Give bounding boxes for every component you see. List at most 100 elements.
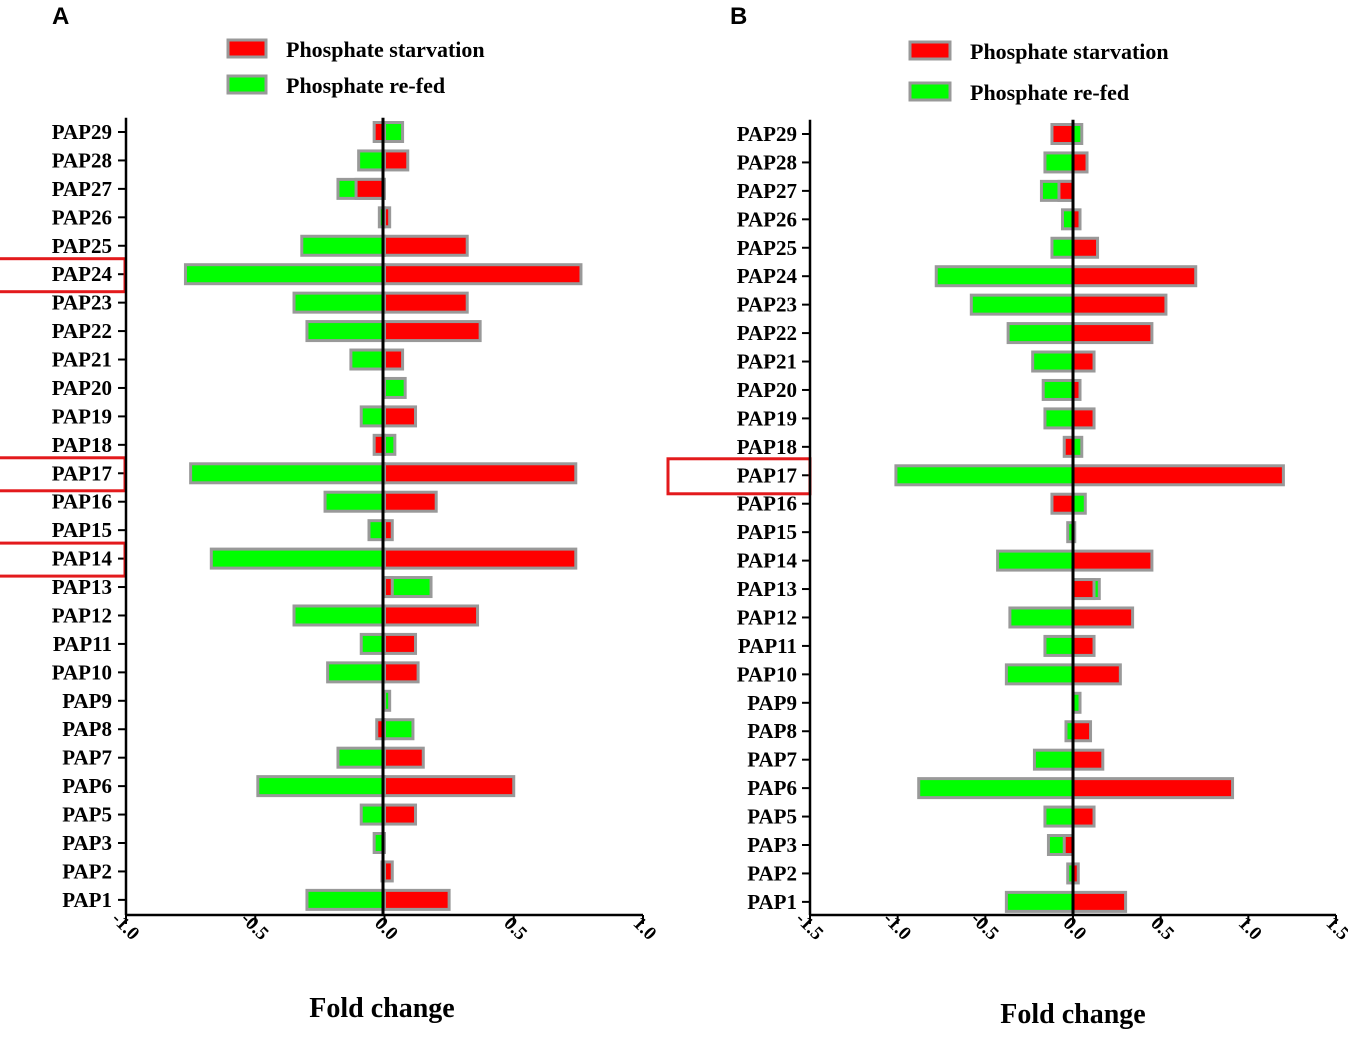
category-label-pap2: PAP2	[747, 861, 797, 885]
category-label-pap22: PAP22	[737, 321, 797, 345]
bar-refed-pap7	[336, 746, 386, 769]
legend-label-starvation: Phosphate starvation	[970, 39, 1169, 64]
category-label-pap22: PAP22	[52, 319, 112, 343]
bar-refed-pap28	[1043, 151, 1075, 174]
bar-starvation-pap1	[383, 888, 451, 911]
category-label-pap27: PAP27	[737, 179, 797, 203]
category-label-pap7: PAP7	[747, 748, 797, 772]
bar-starvation-pap16	[383, 490, 438, 513]
category-label-pap14: PAP14	[52, 547, 113, 571]
category-label-pap6: PAP6	[747, 776, 797, 800]
category-label-pap20: PAP20	[737, 378, 797, 402]
legend-swatch-starvation	[908, 40, 952, 61]
category-label-pap15: PAP15	[52, 518, 112, 542]
category-label-pap14: PAP14	[737, 549, 798, 573]
bar-refed-pap20	[1041, 378, 1075, 401]
category-label-pap10: PAP10	[52, 660, 112, 684]
bar-starvation-pap5	[383, 803, 418, 826]
bar-refed-pap7	[1032, 748, 1075, 771]
bar-refed-pap19	[1043, 407, 1075, 430]
category-label-pap5: PAP5	[747, 805, 797, 829]
category-label-pap21: PAP21	[737, 350, 797, 374]
category-label-pap21: PAP21	[52, 348, 112, 372]
bar-starvation-pap27	[1057, 179, 1075, 202]
legend: Phosphate starvation Phosphate re-fed	[908, 39, 1169, 105]
bar-refed-pap6	[256, 775, 386, 798]
chart-panel-a: A Phosphate starvation Phosphate re-fed …	[0, 3, 660, 1024]
bar-refed-pap9	[383, 689, 392, 712]
bar-starvation-pap16	[1050, 492, 1075, 515]
x-tick-label: 0.5	[499, 913, 531, 945]
category-label-pap29: PAP29	[52, 120, 112, 144]
panel-letter: A	[52, 3, 69, 30]
x-axis-title: Fold change	[309, 993, 454, 1024]
category-label-pap5: PAP5	[62, 803, 112, 827]
bar-starvation-pap23	[383, 291, 469, 314]
category-label-pap24: PAP24	[52, 262, 113, 286]
category-label-pap17: PAP17	[737, 463, 797, 487]
category-label-pap19: PAP19	[737, 406, 797, 430]
bar-refed-pap10	[326, 661, 387, 684]
category-label-pap3: PAP3	[747, 833, 797, 857]
bar-starvation-pap14	[1071, 549, 1154, 572]
category-label-pap28: PAP28	[737, 150, 797, 174]
category-label-pap26: PAP26	[52, 205, 112, 229]
category-label-pap25: PAP25	[737, 236, 797, 260]
bar-starvation-pap11	[383, 632, 418, 655]
bar-starvation-pap14	[383, 547, 578, 570]
legend-swatch-refed	[908, 81, 952, 102]
bar-starvation-pap25	[383, 234, 469, 257]
chart-panel-b: B Phosphate starvation Phosphate re-fed …	[666, 3, 1348, 1030]
bar-refed-pap22	[1006, 322, 1075, 345]
bar-starvation-pap11	[1071, 634, 1096, 657]
bar-refed-pap24	[934, 265, 1075, 288]
bar-starvation-pap10	[1071, 663, 1122, 686]
bar-refed-pap22	[305, 320, 387, 343]
bar-starvation-pap5	[1071, 805, 1096, 828]
bar-refed-pap21	[1031, 350, 1075, 373]
bar-refed-pap29	[383, 121, 405, 143]
category-label-pap20: PAP20	[52, 376, 112, 400]
bar-refed-pap25	[300, 234, 386, 257]
bar-starvation-pap1	[1071, 890, 1128, 913]
bar-refed-pap1	[1004, 890, 1075, 913]
category-label-pap10: PAP10	[737, 662, 797, 686]
bar-refed-pap14	[209, 547, 386, 570]
category-label-pap18: PAP18	[52, 433, 112, 457]
category-label-pap16: PAP16	[52, 490, 112, 514]
legend-swatch-refed	[226, 74, 268, 95]
bar-refed-pap26	[1060, 208, 1075, 231]
bar-refed-pap17	[894, 464, 1075, 487]
bar-refed-pap5	[1043, 805, 1075, 828]
bar-starvation-pap22	[1071, 322, 1154, 345]
bar-refed-pap20	[383, 376, 407, 399]
bar-refed-pap6	[917, 777, 1075, 800]
category-label-pap26: PAP26	[737, 207, 797, 231]
bar-starvation-pap6	[383, 775, 516, 798]
category-label-pap17: PAP17	[52, 461, 112, 485]
bar-starvation-pap19	[1071, 407, 1096, 430]
panel-letter: B	[730, 3, 747, 30]
legend-label-starvation: Phosphate starvation	[286, 37, 485, 62]
bar-starvation-pap27	[354, 177, 387, 200]
category-label-pap15: PAP15	[737, 520, 797, 544]
bar-refed-pap11	[359, 632, 386, 655]
category-label-pap9: PAP9	[747, 691, 797, 715]
category-label-pap11: PAP11	[53, 632, 112, 656]
bar-starvation-pap29	[1050, 123, 1075, 145]
category-label-pap1: PAP1	[62, 888, 112, 912]
bar-refed-pap10	[1004, 663, 1075, 686]
bar-starvation-pap24	[383, 263, 583, 286]
bar-starvation-pap22	[383, 320, 482, 343]
bar-refed-pap25	[1050, 236, 1075, 259]
category-label-pap13: PAP13	[52, 575, 112, 599]
category-label-pap12: PAP12	[52, 603, 112, 627]
bar-refed-pap8	[383, 718, 415, 741]
bar-starvation-pap17	[1071, 464, 1285, 487]
bar-starvation-pap28	[383, 149, 410, 172]
category-label-pap8: PAP8	[62, 717, 112, 741]
bar-starvation-pap25	[1071, 236, 1100, 259]
legend-swatch-starvation	[226, 38, 268, 59]
x-tick-label: 0.0	[1059, 913, 1091, 945]
bar-starvation-pap24	[1071, 265, 1198, 288]
